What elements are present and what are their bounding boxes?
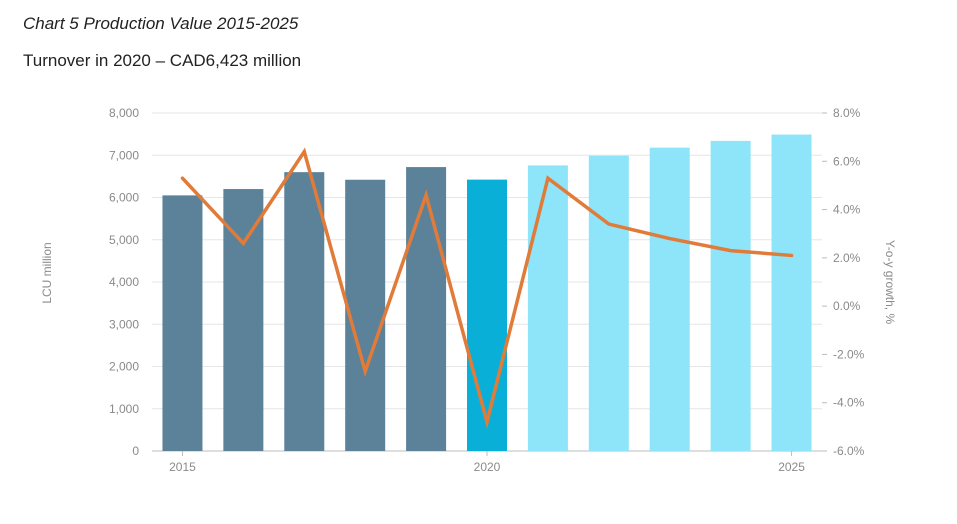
- y-tick-label: 7,000: [109, 148, 139, 162]
- bar: [284, 172, 325, 451]
- y-tick-label: 6,000: [109, 191, 139, 205]
- chart-title: Chart 5 Production Value 2015-2025: [23, 14, 299, 33]
- x-axis-ticks: 2015 2020 2025: [169, 451, 805, 474]
- bar: [771, 134, 812, 452]
- y2-tick-label: 8.0%: [833, 106, 861, 120]
- y-tick-label: 2,000: [109, 360, 139, 374]
- bar: [345, 179, 386, 451]
- y-tick-label: 4,000: [109, 275, 139, 289]
- y2-tick-label: -2.0%: [833, 347, 865, 361]
- bar: [527, 165, 568, 451]
- x-tick-label: 2025: [778, 460, 805, 474]
- y2-tick-label: -6.0%: [833, 444, 865, 458]
- y2-tick-label: 4.0%: [833, 203, 861, 217]
- right-axis-ticks: -6.0% -4.0% -2.0% 0.0% 2.0% 4.0% 6.0% 8.0%: [822, 106, 865, 458]
- y2-tick-label: 2.0%: [833, 251, 861, 265]
- chart-subtitle: Turnover in 2020 – CAD6,423 million: [23, 51, 302, 70]
- bar: [162, 195, 203, 451]
- y-tick-label: 0: [132, 444, 139, 458]
- bar-series: [162, 134, 812, 452]
- bar: [649, 147, 690, 451]
- y2-tick-label: 0.0%: [833, 299, 861, 313]
- x-tick-label: 2020: [474, 460, 501, 474]
- y-tick-label: 1,000: [109, 402, 139, 416]
- y2-tick-label: 6.0%: [833, 154, 861, 168]
- bar: [223, 189, 264, 452]
- bar: [406, 167, 447, 451]
- y-tick-label: 5,000: [109, 233, 139, 247]
- y-axis-label: LCU million: [40, 242, 54, 303]
- y-tick-label: 3,000: [109, 317, 139, 331]
- bar: [710, 140, 751, 451]
- bar: [467, 179, 507, 452]
- bar: [588, 155, 629, 452]
- y2-tick-label: -4.0%: [833, 396, 865, 410]
- growth-line-series: [180, 147, 794, 430]
- x-tick-label: 2015: [169, 460, 196, 474]
- left-axis-ticks: 0 1,000 2,000 3,000 4,000 5,000 6,000 7,000 8,00…: [109, 106, 139, 458]
- y2-axis-label: Y-o-y growth, %: [883, 240, 897, 325]
- y-tick-label: 8,000: [109, 106, 139, 120]
